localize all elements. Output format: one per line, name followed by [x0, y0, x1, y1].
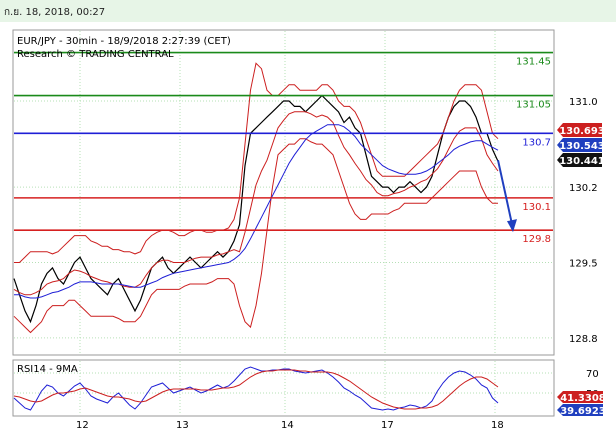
price-tag [563, 123, 602, 137]
rsi-ma-line [13, 369, 499, 410]
rsi-tag [563, 404, 603, 416]
price-tag [563, 153, 602, 167]
price-tag-label: 130.693 [559, 126, 605, 137]
bollinger-upper-line [14, 62, 499, 263]
rsi-tag-pointer [557, 391, 563, 403]
forecast-arrow-head [507, 219, 517, 233]
timestamp-label: ก.ย. 18, 2018, 00:27 [4, 7, 106, 18]
x-tick-label: 12 [76, 420, 89, 431]
price-tag [563, 138, 602, 152]
price-tag-label: 130.441 [559, 156, 605, 167]
rsi-tag [563, 391, 603, 403]
levels-layer: 131.45 131.05 130.7 130.1 129.8 [14, 51, 553, 245]
price-tag-pointer [557, 138, 563, 152]
x-tick-label: 17 [381, 420, 394, 431]
y-tick-label: 129.5 [569, 258, 598, 269]
rsi-tag-label: 39.6923 [560, 406, 606, 417]
bollinger-lower-line [13, 138, 498, 334]
x-tick-label: 13 [176, 420, 189, 431]
y-tick-label: 131.0 [569, 97, 598, 108]
price-tag-pointer [557, 153, 563, 167]
top-status-bar: ก.ย. 18, 2018, 00:27 [0, 0, 616, 22]
level-label: 131.45 [516, 57, 551, 68]
bollinger-mid-line [13, 111, 499, 296]
labels-layer: 1213141718131.0130.2129.5128.87050130.69… [76, 97, 606, 431]
rsi-panel [12, 359, 555, 417]
rsi-layer [13, 366, 499, 411]
price-panel [12, 29, 555, 356]
rsi-line [13, 366, 499, 411]
y-tick-label: 128.8 [569, 334, 598, 345]
level-label: 131.05 [516, 100, 551, 111]
rsi-title: RSI14 - 9MA [17, 364, 78, 375]
level-label: 130.7 [522, 137, 551, 148]
series-layer [13, 62, 499, 334]
rsi-tag-pointer [557, 404, 563, 416]
level-label: 130.1 [522, 202, 551, 213]
level-label: 129.8 [522, 234, 551, 245]
x-tick-label: 14 [281, 420, 294, 431]
price-tag-label: 130.543 [559, 141, 605, 152]
price-tag-pointer [557, 123, 563, 137]
rsi-tag-label: 41.3308 [560, 393, 606, 404]
y-tick-label: 130.2 [569, 183, 598, 194]
chart-subtitle: Research © TRADING CENTRAL [17, 49, 174, 60]
chart-title: EUR/JPY - 30min - 18/9/2018 2:27:39 (CET… [17, 36, 231, 47]
x-tick-label: 18 [491, 420, 504, 431]
rsi-y-tick-label: 70 [586, 369, 599, 380]
moving-average-line [14, 124, 499, 299]
forecast-arrow-shaft [497, 159, 513, 225]
